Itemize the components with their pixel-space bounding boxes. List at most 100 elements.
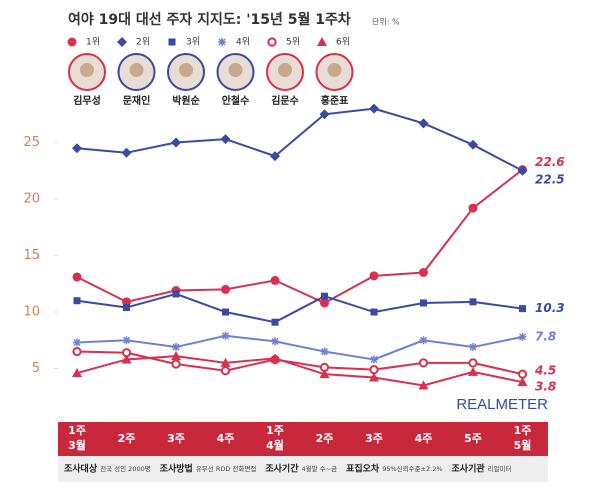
data-point (419, 336, 428, 345)
data-point (369, 271, 379, 281)
data-point (370, 308, 378, 316)
candidate-name: 김무성 (73, 94, 101, 107)
legend-label: 4위 (236, 37, 250, 48)
data-point (73, 297, 81, 305)
x-axis-band (58, 422, 548, 456)
data-point (517, 165, 528, 176)
data-point (369, 103, 379, 114)
data-point (221, 331, 230, 340)
data-point (171, 351, 181, 361)
legend-label: 2위 (136, 37, 150, 48)
data-point (123, 303, 130, 311)
x-month-label: 5월 (514, 438, 532, 452)
data-point (370, 355, 378, 364)
legend-label: 6위 (336, 37, 350, 48)
footer-text: 4월말 수~금 (301, 464, 337, 473)
series-line (76, 334, 523, 361)
legend-label: 5위 (286, 37, 300, 48)
unit-label: 단위: % (372, 17, 400, 27)
data-point (121, 354, 132, 364)
y-tick-label: 20 (23, 192, 40, 207)
data-point (220, 366, 231, 376)
footer-label: 표집오차 (346, 463, 380, 475)
candidate-name: 안철수 (222, 94, 250, 107)
data-point (418, 118, 429, 129)
footer-text: 유무선 RDD 전화면접 (196, 464, 257, 473)
value-label: 7.8 (535, 329, 556, 343)
x-tick-label: 2주 (118, 432, 136, 445)
data-point (72, 143, 82, 154)
value-label: 22.6 (535, 155, 565, 169)
x-tick-label: 2주 (316, 432, 334, 445)
photo-face (278, 63, 292, 77)
y-tick-label: 25 (23, 135, 40, 150)
series-line (76, 292, 523, 324)
data-point (171, 137, 181, 148)
data-point (369, 365, 379, 375)
series-line (76, 107, 523, 172)
footer-band (58, 456, 548, 482)
footer-label: 조사대상 (64, 463, 98, 475)
value-label: 22.5 (535, 172, 565, 186)
y-tick-label: 10 (23, 305, 40, 320)
series-line (76, 355, 523, 387)
x-month-label: 3월 (68, 438, 86, 452)
photo-face (179, 63, 193, 77)
candidate-name: 홍준표 (321, 94, 349, 107)
footer-text: 리얼미터 (488, 464, 512, 473)
x-tick-label: 1주 (266, 424, 284, 437)
x-tick-label: 4주 (415, 432, 433, 445)
data-point (468, 366, 478, 376)
data-point (319, 369, 330, 379)
data-point (519, 305, 526, 313)
value-label: 10.3 (535, 301, 565, 315)
data-point (72, 368, 82, 378)
data-point (418, 380, 429, 390)
value-label: 3.8 (535, 380, 556, 394)
data-point (418, 358, 429, 368)
brand: REALMETER (456, 396, 548, 413)
data-point (270, 275, 280, 285)
candidate-name: 김문수 (271, 95, 299, 107)
data-point (172, 343, 180, 352)
data-point (320, 298, 329, 308)
data-point (270, 353, 280, 363)
data-point (270, 151, 280, 162)
legend-marker (317, 37, 327, 46)
data-point (321, 292, 328, 300)
data-point (468, 139, 478, 150)
data-point (468, 203, 478, 213)
legend-marker (168, 38, 176, 46)
x-tick-label: 5주 (464, 432, 482, 445)
data-point (220, 134, 231, 145)
x-tick-label: 3주 (167, 432, 185, 445)
photo-face (129, 63, 144, 77)
data-point (320, 347, 329, 356)
data-point (469, 298, 477, 306)
y-tick-label: 5 (32, 361, 40, 376)
series-line (76, 168, 524, 305)
x-tick-label: 4주 (217, 432, 235, 445)
legend-marker (67, 37, 77, 47)
footer-text: 전국 성인 2000명 (100, 464, 151, 473)
footer-label: 조사기관 (452, 463, 486, 475)
value-label: 4.5 (534, 364, 556, 378)
data-point (518, 332, 527, 341)
photo-face (228, 63, 243, 77)
data-point (319, 109, 330, 120)
data-point (220, 357, 231, 367)
data-point (221, 284, 230, 294)
legend-label: 1위 (86, 37, 100, 48)
data-point (271, 318, 279, 326)
data-point (271, 337, 279, 346)
legend-label: 3위 (186, 37, 200, 48)
data-point (517, 377, 528, 387)
legend-marker (117, 37, 127, 47)
candidate-name: 문재인 (123, 94, 151, 107)
legend-marker (267, 37, 277, 47)
data-point (73, 338, 81, 347)
photo-face (327, 63, 342, 77)
data-point (420, 299, 427, 307)
photo-face (80, 63, 94, 77)
